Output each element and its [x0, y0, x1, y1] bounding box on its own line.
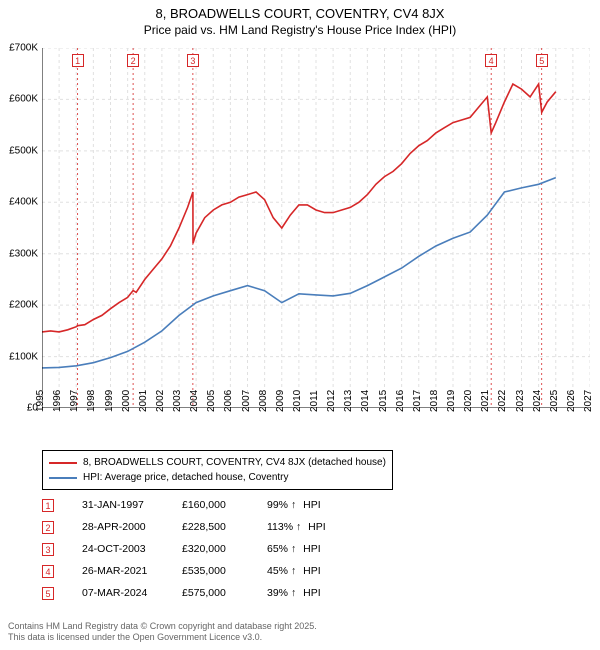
event-pct: 65% ↑ HPI: [267, 543, 367, 555]
event-num: 3: [42, 543, 54, 556]
chart-subtitle: Price paid vs. HM Land Registry's House …: [0, 23, 600, 37]
marker-box: 3: [187, 54, 199, 67]
marker-box: 2: [127, 54, 139, 67]
event-num: 5: [42, 587, 54, 600]
x-tick-label: 2004: [189, 390, 200, 412]
title-block: 8, BROADWELLS COURT, COVENTRY, CV4 8JX P…: [0, 0, 600, 37]
y-tick-label: £100K: [0, 351, 38, 362]
x-tick-label: 2013: [343, 390, 354, 412]
event-date: 31-JAN-1997: [82, 499, 182, 511]
y-tick-label: £700K: [0, 43, 38, 54]
x-tick-label: 1997: [69, 390, 80, 412]
legend-label-hpi: HPI: Average price, detached house, Cove…: [83, 472, 289, 483]
event-pct: 113% ↑ HPI: [267, 521, 367, 533]
x-tick-label: 2003: [172, 390, 183, 412]
event-pct: 99% ↑ HPI: [267, 499, 367, 511]
x-tick-label: 2002: [155, 390, 166, 412]
marker-box: 4: [485, 54, 497, 67]
marker-box: 1: [72, 54, 84, 67]
x-tick-label: 2000: [121, 390, 132, 412]
chart-title: 8, BROADWELLS COURT, COVENTRY, CV4 8JX: [0, 6, 600, 21]
event-num: 4: [42, 565, 54, 578]
y-tick-label: £200K: [0, 300, 38, 311]
x-tick-label: 2001: [138, 390, 149, 412]
x-tick-label: 2022: [497, 390, 508, 412]
x-tick-label: 2018: [429, 390, 440, 412]
event-price: £160,000: [182, 499, 267, 511]
x-tick-label: 2017: [412, 390, 423, 412]
x-tick-label: 2006: [223, 390, 234, 412]
events-table: 1 31-JAN-1997£160,00099% ↑ HPI 2 28-APR-200…: [42, 494, 367, 604]
event-row: 1 31-JAN-1997£160,00099% ↑ HPI: [42, 494, 367, 516]
y-tick-label: £300K: [0, 248, 38, 259]
x-tick-label: 2026: [566, 390, 577, 412]
footer-licence: This data is licensed under the Open Gov…: [8, 632, 317, 644]
x-tick-label: 1996: [52, 390, 63, 412]
marker-box: 5: [536, 54, 548, 67]
x-tick-label: 2012: [326, 390, 337, 412]
y-tick-label: £500K: [0, 145, 38, 156]
x-tick-label: 2025: [549, 390, 560, 412]
event-row: 5 07-MAR-2024£575,00039% ↑ HPI: [42, 582, 367, 604]
x-tick-label: 2007: [241, 390, 252, 412]
legend-swatch-property: [49, 462, 77, 464]
y-tick-label: £400K: [0, 197, 38, 208]
event-price: £535,000: [182, 565, 267, 577]
x-tick-label: 2008: [258, 390, 269, 412]
x-tick-label: 2011: [309, 390, 320, 412]
y-tick-label: £0: [0, 403, 38, 414]
x-tick-label: 2021: [480, 390, 491, 412]
x-tick-label: 2015: [378, 390, 389, 412]
event-price: £228,500: [182, 521, 267, 533]
event-pct: 39% ↑ HPI: [267, 587, 367, 599]
event-row: 3 24-OCT-2003£320,00065% ↑ HPI: [42, 538, 367, 560]
event-date: 24-OCT-2003: [82, 543, 182, 555]
event-date: 26-MAR-2021: [82, 565, 182, 577]
x-tick-label: 2023: [515, 390, 526, 412]
chart-area: £0£100K£200K£300K£400K£500K£600K£700K 19…: [42, 48, 590, 408]
x-tick-label: 1999: [104, 390, 115, 412]
x-tick-label: 2016: [395, 390, 406, 412]
event-num: 1: [42, 499, 54, 512]
event-date: 07-MAR-2024: [82, 587, 182, 599]
y-tick-label: £600K: [0, 94, 38, 105]
x-tick-label: 2010: [292, 390, 303, 412]
legend: 8, BROADWELLS COURT, COVENTRY, CV4 8JX (…: [42, 450, 393, 490]
x-tick-label: 2005: [206, 390, 217, 412]
event-date: 28-APR-2000: [82, 521, 182, 533]
footer: Contains HM Land Registry data © Crown c…: [8, 621, 317, 644]
legend-item-property: 8, BROADWELLS COURT, COVENTRY, CV4 8JX (…: [49, 455, 386, 470]
x-tick-label: 2027: [583, 390, 594, 412]
x-tick-label: 2009: [275, 390, 286, 412]
event-price: £575,000: [182, 587, 267, 599]
x-tick-label: 2014: [360, 390, 371, 412]
event-row: 4 26-MAR-2021£535,00045% ↑ HPI: [42, 560, 367, 582]
footer-copyright: Contains HM Land Registry data © Crown c…: [8, 621, 317, 633]
event-num: 2: [42, 521, 54, 534]
legend-item-hpi: HPI: Average price, detached house, Cove…: [49, 470, 386, 485]
plot-svg: [42, 48, 590, 408]
x-tick-label: 2019: [446, 390, 457, 412]
x-tick-label: 2020: [463, 390, 474, 412]
event-price: £320,000: [182, 543, 267, 555]
legend-label-property: 8, BROADWELLS COURT, COVENTRY, CV4 8JX (…: [83, 457, 386, 468]
x-tick-label: 1995: [35, 390, 46, 412]
event-pct: 45% ↑ HPI: [267, 565, 367, 577]
event-row: 2 28-APR-2000£228,500113% ↑ HPI: [42, 516, 367, 538]
x-tick-label: 2024: [532, 390, 543, 412]
chart-container: 8, BROADWELLS COURT, COVENTRY, CV4 8JX P…: [0, 0, 600, 650]
x-tick-label: 1998: [86, 390, 97, 412]
legend-swatch-hpi: [49, 477, 77, 479]
